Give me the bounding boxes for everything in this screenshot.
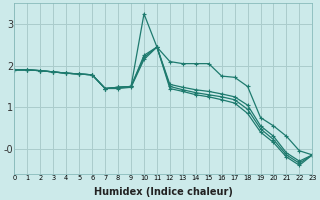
X-axis label: Humidex (Indice chaleur): Humidex (Indice chaleur) <box>94 187 233 197</box>
